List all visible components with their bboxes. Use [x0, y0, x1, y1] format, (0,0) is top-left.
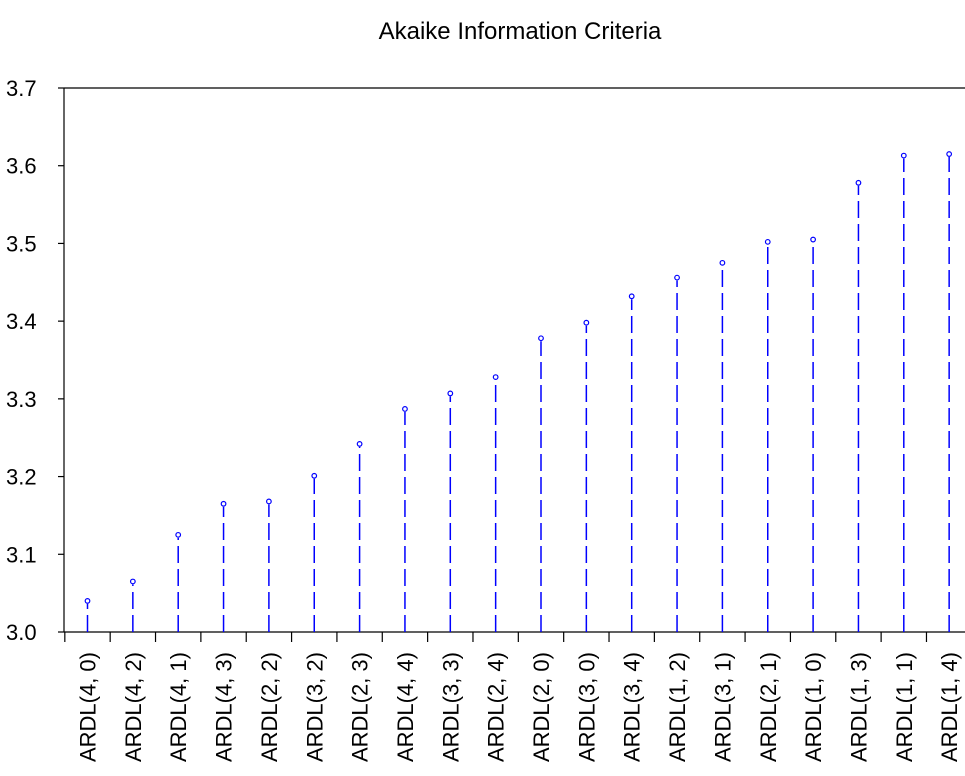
y-axis: 3.0 3.1 3.2 3.3 3.4 3.5 3.6 3.7: [6, 76, 64, 645]
y-tick-label: 3.7: [6, 76, 37, 101]
data-point: [220, 500, 227, 507]
data-point: [719, 259, 726, 266]
x-tick-label: ARDL(1, 4): [937, 652, 962, 762]
plot-frame: [63, 87, 965, 633]
data-point: [628, 293, 635, 300]
data-point: [810, 236, 816, 243]
data-point: [84, 598, 91, 604]
x-tick-label: ARDL(2, 4): [484, 652, 509, 762]
data-point: [492, 374, 499, 380]
x-tick-label: ARDL(4, 2): [121, 652, 146, 762]
data-point: [538, 335, 544, 342]
x-tick-label: ARDL(4, 1): [166, 652, 191, 762]
x-tick-label: ARDL(1, 1): [892, 652, 917, 762]
data-point: [764, 238, 771, 245]
x-tick-label: ARDL(2, 0): [529, 652, 554, 762]
data-point: [674, 274, 680, 281]
chart-title: Akaike Information Criteria: [378, 18, 662, 45]
y-tick-label: 3.1: [6, 542, 37, 567]
y-tick-label: 3.6: [6, 154, 37, 179]
x-tick-label: ARDL(1, 2): [665, 652, 690, 762]
x-tick-label: ARDL(3, 0): [574, 652, 599, 762]
data-point: [946, 151, 953, 157]
x-tick-label: ARDL(1, 3): [846, 652, 871, 762]
data-point: [311, 472, 318, 479]
x-tick-label: ARDL(3, 1): [710, 652, 735, 762]
x-tick-label: ARDL(3, 2): [302, 652, 327, 762]
y-tick-label: 3.2: [6, 465, 37, 490]
y-tick-label: 3.0: [6, 620, 37, 645]
data-point: [900, 152, 907, 159]
x-tick-label: ARDL(3, 4): [620, 652, 645, 762]
data-point: [356, 441, 363, 447]
data-point: [402, 406, 408, 412]
x-axis: ARDL(4, 0) ARDL(4, 2) ARDL(4, 1) ARDL(4, 3)…: [64, 632, 962, 762]
x-tick-label: ARDL(4, 3): [212, 652, 237, 762]
x-tick-label: ARDL(3, 3): [438, 652, 463, 762]
data-point: [266, 498, 272, 505]
x-tick-label: ARDL(4, 4): [393, 652, 418, 762]
x-tick-label: ARDL(2, 2): [257, 652, 282, 762]
y-tick-label: 3.5: [6, 231, 37, 256]
data-point: [129, 578, 136, 585]
x-tick-label: ARDL(2, 3): [348, 652, 373, 762]
x-tick-label: ARDL(4, 0): [76, 652, 101, 762]
y-tick-label: 3.3: [6, 387, 37, 412]
x-tick-label: ARDL(2, 1): [756, 652, 781, 762]
data-point: [583, 319, 590, 326]
data-point: [447, 390, 454, 397]
y-tick-label: 3.4: [6, 309, 37, 334]
stem-series: [84, 151, 953, 632]
data-point: [855, 179, 862, 186]
x-tick-label: ARDL(1, 0): [801, 652, 826, 762]
data-point: [175, 531, 182, 538]
